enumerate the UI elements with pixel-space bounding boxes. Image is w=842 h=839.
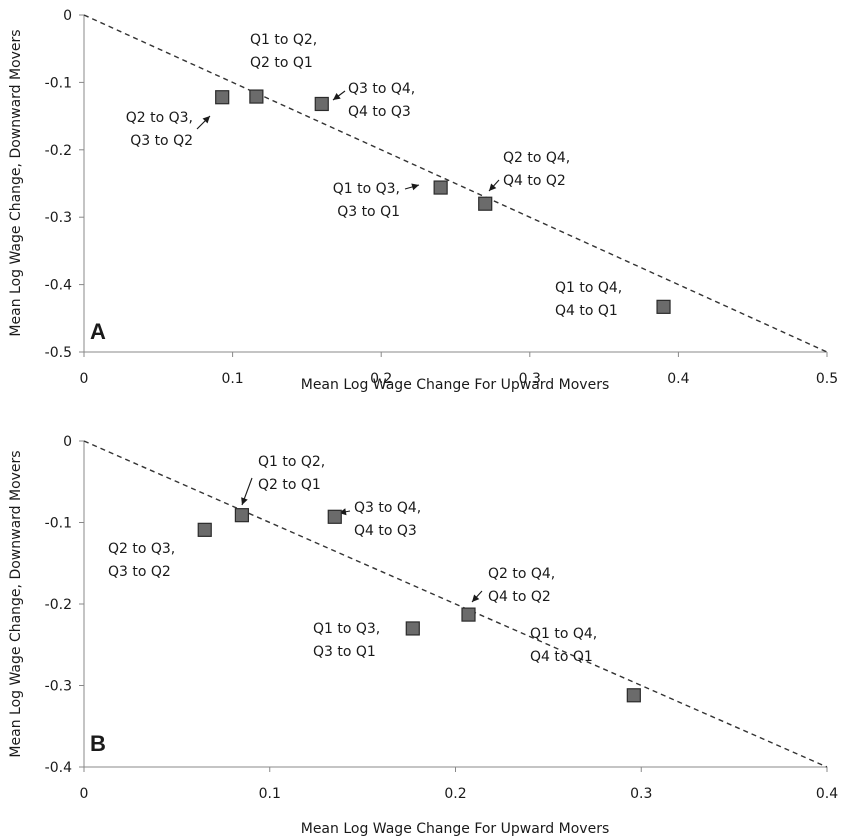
panel-a-y-tick-label: -0.1 [45, 75, 72, 91]
panel-a-y-tick-label: -0.2 [45, 143, 72, 159]
panel-a-y-tick-label: -0.4 [45, 278, 72, 294]
panel-b-points [197, 508, 641, 703]
panel-b-label-arrowhead [241, 497, 248, 505]
panel-b-x-tick-label: 0.4 [816, 786, 838, 802]
panel-a-x-tick-label: 0.4 [667, 371, 689, 387]
panel-b-point-marker [197, 522, 212, 537]
panel-a-label-arrows [196, 90, 500, 192]
panel-b-point-label-line1: Q2 to Q3, [108, 541, 175, 557]
panel-a-point-label-line1: Q1 to Q3, [333, 181, 400, 197]
panel-a-point-label-line2: Q3 to Q1 [337, 204, 400, 220]
panel-b-point-label-line2: Q4 to Q1 [530, 649, 593, 665]
panel-b-point-label-line2: Q4 to Q3 [354, 523, 417, 539]
panel-a: 0 -0.1 -0.2 -0.3 -0.4 -0.5 0 0.1 0.2 0.3 0.4 0.5 Q… [8, 8, 838, 393]
panel-b-point-label-line1: Q1 to Q4, [530, 626, 597, 642]
panel-b-reference-line [83, 440, 828, 768]
panel-a-point-marker [314, 96, 329, 112]
panel-b-point-label-line1: Q1 to Q2, [258, 454, 325, 470]
panel-b-x-ticks: 0 0.1 0.2 0.3 0.4 [80, 767, 838, 802]
panel-a-label-arrowhead [411, 183, 419, 191]
panel-a-y-ticks: 0 -0.1 -0.2 -0.3 -0.4 -0.5 [45, 8, 84, 361]
panel-a-point-label-line2: Q4 to Q1 [555, 303, 618, 319]
panel-a-point-label-line2: Q2 to Q1 [250, 55, 313, 71]
panel-b-label-arrows [241, 477, 483, 603]
panel-a-y-tick-label: -0.5 [45, 345, 72, 361]
panel-a-x-tick-label: 0.1 [221, 371, 243, 387]
panel-b-point-marker [234, 508, 249, 523]
panel-b-point-marker [405, 621, 420, 636]
panel-b-y-ticks: 0 -0.1 -0.2 -0.3 -0.4 [45, 434, 84, 776]
panel-b-x-tick-label: 0.2 [444, 786, 466, 802]
panel-a-reference-line [83, 14, 828, 353]
panel-b-point-label-line1: Q3 to Q4, [354, 500, 421, 516]
panel-a-x-tick-label: 0.2 [370, 371, 392, 387]
panel-a-point-marker [215, 90, 230, 105]
panel-a-point-label-line2: Q3 to Q2 [130, 133, 193, 149]
panel-b-y-axis-label: Mean Log Wage Change, Downward Movers [8, 450, 24, 757]
panel-b-point-label-line1: Q2 to Q4, [488, 566, 555, 582]
panel-b-y-tick-label: -0.2 [45, 597, 72, 613]
panel-a-x-tick-label: 0 [80, 371, 89, 387]
panel-a-point-marker [478, 196, 493, 211]
panel-b-point-labels: Q2 to Q3, Q3 to Q2 Q1 to Q2, Q2 to Q1 Q3 to … [108, 454, 597, 665]
panel-b-y-tick-label: -0.1 [45, 516, 72, 532]
panel-a-x-tick-label: 0.5 [816, 371, 838, 387]
panel-b-point-label-line2: Q2 to Q1 [258, 477, 321, 493]
panel-a-point-marker [433, 180, 448, 195]
panel-a-point-label-line1: Q3 to Q4, [348, 81, 415, 97]
panel-b-point-marker [626, 688, 641, 703]
panel-a-y-tick-label: -0.3 [45, 210, 72, 226]
panel-a-points [215, 89, 671, 314]
panel-a-point-marker [249, 89, 264, 104]
panel-b-point-marker [327, 509, 342, 524]
panel-a-x-tick-label: 0.3 [519, 371, 541, 387]
panel-a-point-label-line1: Q1 to Q4, [555, 280, 622, 296]
panel-b-y-tick-label: -0.4 [45, 760, 72, 776]
panel-a-point-label-line1: Q2 to Q4, [503, 150, 570, 166]
panel-b-x-tick-label: 0.1 [259, 786, 281, 802]
panel-b: 0 -0.1 -0.2 -0.3 -0.4 0 0.1 0.2 0.3 0.4 Q2 to Q3… [8, 434, 838, 837]
panel-b-point-marker [461, 607, 476, 622]
panel-b-point-label-line2: Q4 to Q2 [488, 589, 551, 605]
panel-a-point-label-line2: Q4 to Q2 [503, 173, 566, 189]
panel-a-point-label-line2: Q4 to Q3 [348, 104, 411, 120]
panel-a-point-marker [656, 299, 671, 314]
panel-b-point-label-line1: Q1 to Q3, [313, 621, 380, 637]
panel-b-x-axis-label: Mean Log Wage Change For Upward Movers [301, 821, 610, 837]
panel-a-label-arrowhead [202, 116, 210, 124]
panel-b-label-arrowhead [472, 594, 480, 602]
panel-a-y-axis-label: Mean Log Wage Change, Downward Movers [8, 29, 24, 336]
panel-a-point-label-line1: Q2 to Q3, [126, 110, 193, 126]
panel-a-label-arrowhead [489, 183, 497, 191]
panel-a-point-label-line1: Q1 to Q2, [250, 32, 317, 48]
panel-b-x-tick-label: 0.3 [630, 786, 652, 802]
panel-a-x-axis-label: Mean Log Wage Change For Upward Movers [301, 377, 610, 393]
panel-a-x-ticks: 0 0.1 0.2 0.3 0.4 0.5 [80, 352, 838, 387]
panel-b-letter: B [90, 731, 106, 756]
panel-b-point-label-line2: Q3 to Q1 [313, 644, 376, 660]
panel-b-y-tick-label: -0.3 [45, 679, 72, 695]
panel-b-point-label-line2: Q3 to Q2 [108, 564, 171, 580]
panel-a-point-labels: Q2 to Q3, Q3 to Q2 Q1 to Q2, Q2 to Q1 Q3 to … [126, 32, 623, 319]
panel-a-y-tick-label: 0 [63, 8, 72, 24]
panel-a-label-arrowhead [333, 93, 341, 100]
panel-a-letter: A [90, 319, 106, 344]
panel-b-y-tick-label: 0 [63, 434, 72, 450]
panel-b-x-tick-label: 0 [80, 786, 89, 802]
